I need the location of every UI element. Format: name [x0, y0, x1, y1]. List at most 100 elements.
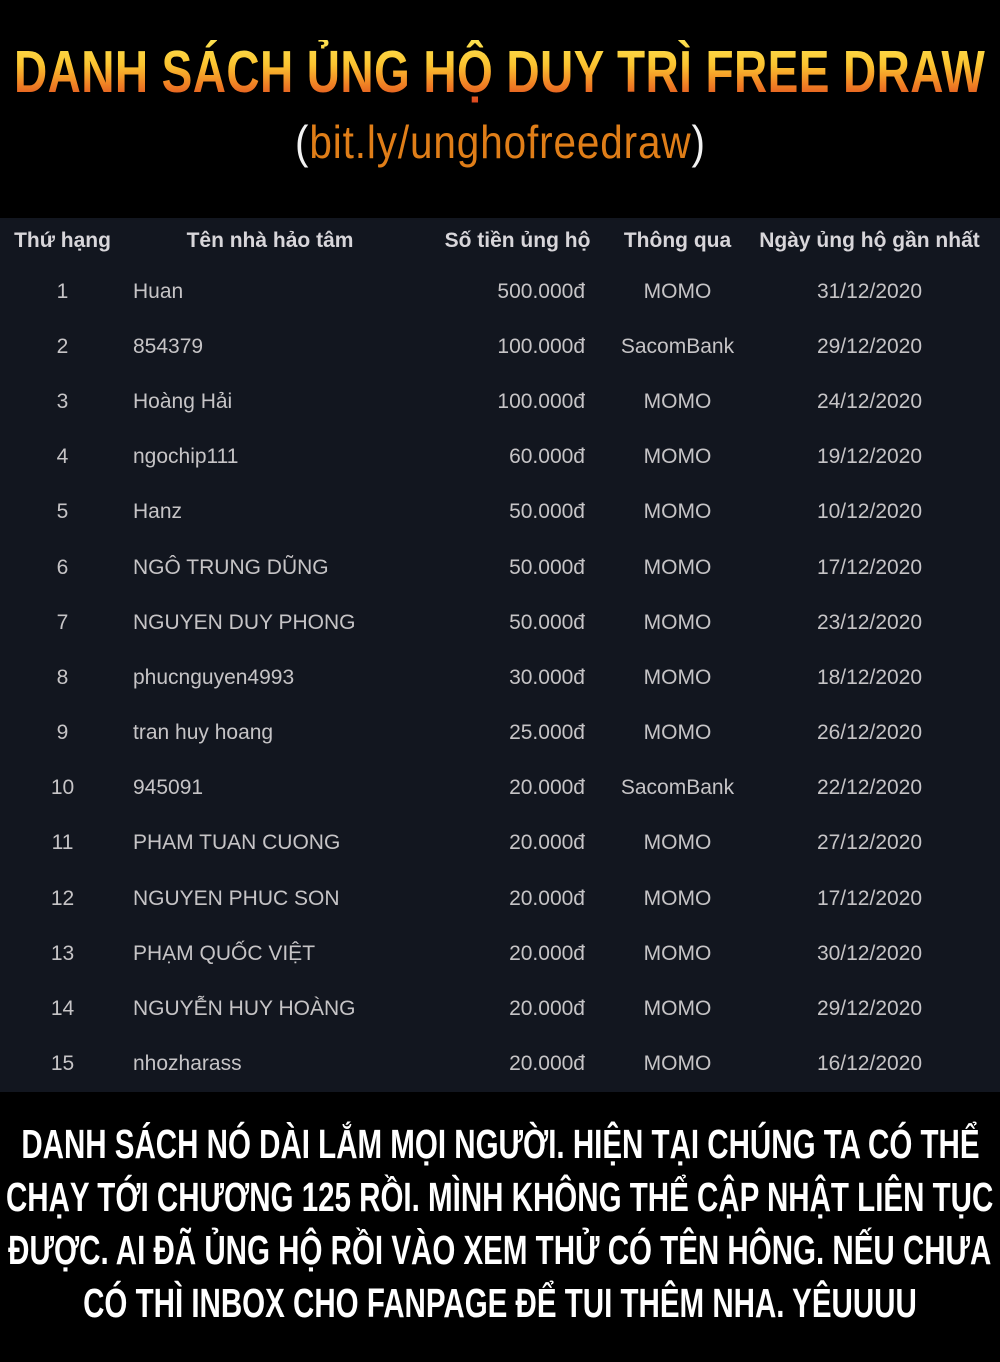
table-header-row: Thứ hạng Tên nhà hảo tâm Số tiền ủng hộ … — [0, 218, 1000, 264]
row-via: MOMO — [643, 1052, 712, 1076]
row-date: 24/12/2020 — [816, 389, 923, 413]
table-row: 2 854379 100.000đ SacomBank 29/12/2020 — [0, 319, 1000, 374]
row-via: MOMO — [643, 445, 712, 469]
row-date: 22/12/2020 — [816, 776, 923, 800]
row-date: 10/12/2020 — [816, 500, 923, 524]
row-via: MOMO — [643, 610, 712, 634]
page-title: DANH SÁCH ỦNG HỘ DUY TRÌ FREE DRAW — [14, 39, 986, 105]
shortlink-close-paren: ) — [691, 115, 706, 168]
row-amount: 20.000đ — [509, 776, 585, 800]
row-name: NGUYỄN HUY HOÀNG — [133, 997, 356, 1021]
row-rank: 4 — [56, 445, 69, 469]
row-amount: 20.000đ — [509, 1052, 585, 1076]
table-row: 3 Hoàng Hải 100.000đ MOMO 24/12/2020 — [0, 374, 1000, 429]
row-amount: 50.000đ — [509, 555, 585, 579]
row-date: 30/12/2020 — [816, 941, 923, 965]
table-row: 8 phucnguyen4993 30.000đ MOMO 18/12/2020 — [0, 650, 1000, 705]
row-name: NGUYEN PHUC SON — [133, 886, 340, 910]
row-amount: 20.000đ — [509, 831, 585, 855]
row-name: Huan — [133, 279, 184, 303]
row-via: MOMO — [643, 500, 712, 524]
row-via: MOMO — [643, 997, 712, 1021]
row-via: MOMO — [643, 279, 712, 303]
row-amount: 100.000đ — [497, 389, 585, 413]
row-rank: 1 — [56, 279, 69, 303]
row-rank: 5 — [56, 500, 69, 524]
row-name: NGÔ TRUNG DŨNG — [133, 555, 329, 579]
row-via: MOMO — [643, 665, 712, 689]
table-row: 13 PHẠM QUỐC VIỆT 20.000đ MOMO 30/12/2020 — [0, 926, 1000, 981]
row-amount: 25.000đ — [509, 721, 585, 745]
table-row: 12 NGUYEN PHUC SON 20.000đ MOMO 17/12/2020 — [0, 871, 1000, 926]
donor-table: Thứ hạng Tên nhà hảo tâm Số tiền ủng hộ … — [0, 218, 1000, 1092]
row-date: 27/12/2020 — [816, 831, 923, 855]
row-amount: 50.000đ — [509, 610, 585, 634]
table-row: 5 Hanz 50.000đ MOMO 10/12/2020 — [0, 485, 1000, 540]
banner: DANH SÁCH ỦNG HỘ DUY TRÌ FREE DRAW (bit.… — [0, 0, 1000, 218]
row-amount: 100.000đ — [497, 334, 585, 358]
col-header-via: Thông qua — [623, 229, 732, 252]
row-name: PHẠM QUỐC VIỆT — [133, 941, 316, 965]
row-name: phucnguyen4993 — [133, 665, 295, 689]
row-via: MOMO — [643, 886, 712, 910]
row-via: MOMO — [643, 555, 712, 579]
row-rank: 15 — [50, 1052, 75, 1076]
row-amount: 60.000đ — [509, 445, 585, 469]
row-rank: 11 — [51, 831, 74, 855]
shortlink-url: bit.ly/unghofreedraw — [308, 115, 692, 168]
footer-line: DANH SÁCH NÓ DÀI LẮM MỌI NGƯỜI. HIỆN TẠI… — [20, 1121, 980, 1167]
row-via: MOMO — [643, 721, 712, 745]
row-name: Hoàng Hải — [133, 389, 233, 413]
footer-line: ĐƯỢC. AI ĐÃ ỦNG HỘ RỒI VÀO XEM THỬ CÓ TÊ… — [8, 1227, 992, 1273]
row-rank: 6 — [56, 555, 69, 579]
row-via: SacomBank — [620, 334, 735, 358]
row-rank: 12 — [50, 886, 75, 910]
row-rank: 13 — [50, 941, 75, 965]
row-amount: 20.000đ — [509, 886, 585, 910]
row-name: PHAM TUAN CUONG — [133, 831, 341, 855]
table-body: 1 Huan 500.000đ MOMO 31/12/2020 2 854379 100.00… — [0, 264, 1000, 1092]
row-date: 18/12/2020 — [816, 665, 923, 689]
row-rank: 14 — [50, 997, 75, 1021]
shortlink: (bit.ly/unghofreedraw) — [295, 119, 706, 165]
row-date: 26/12/2020 — [816, 721, 923, 745]
row-date: 23/12/2020 — [816, 610, 923, 634]
table-row: 9 tran huy hoang 25.000đ MOMO 26/12/2020 — [0, 706, 1000, 761]
row-date: 29/12/2020 — [816, 334, 923, 358]
row-name: 854379 — [133, 334, 204, 358]
row-name: nhozharass — [133, 1052, 242, 1076]
row-date: 31/12/2020 — [816, 279, 923, 303]
row-rank: 8 — [56, 665, 69, 689]
row-rank: 9 — [56, 721, 69, 745]
footer-line: CHẠY TỚI CHƯƠNG 125 RỒI. MÌNH KHÔNG THỂ … — [6, 1174, 994, 1220]
row-via: MOMO — [643, 831, 712, 855]
row-name: NGUYEN DUY PHONG — [133, 610, 356, 634]
row-amount: 20.000đ — [509, 997, 585, 1021]
row-name: 945091 — [133, 776, 204, 800]
table-row: 6 NGÔ TRUNG DŨNG 50.000đ MOMO 17/12/2020 — [0, 540, 1000, 595]
row-date: 16/12/2020 — [816, 1052, 923, 1076]
row-date: 17/12/2020 — [816, 555, 923, 579]
row-rank: 10 — [50, 776, 75, 800]
footer-line: CÓ THÌ INBOX CHO FANPAGE ĐỂ TUI THÊM NHA… — [83, 1280, 917, 1326]
table-row: 4 ngochip111 60.000đ MOMO 19/12/2020 — [0, 430, 1000, 485]
row-date: 19/12/2020 — [816, 445, 923, 469]
row-name: Hanz — [133, 500, 183, 524]
row-name: tran huy hoang — [133, 721, 274, 745]
row-date: 17/12/2020 — [816, 886, 923, 910]
row-via: MOMO — [643, 941, 712, 965]
row-amount: 30.000đ — [509, 665, 585, 689]
col-header-last-date: Ngày ủng hộ gần nhất — [759, 229, 980, 252]
row-amount: 20.000đ — [509, 941, 585, 965]
row-amount: 500.000đ — [497, 279, 585, 303]
col-header-donor-name: Tên nhà hảo tâm — [186, 229, 354, 252]
row-name: ngochip111 — [133, 445, 239, 469]
row-amount: 50.000đ — [509, 500, 585, 524]
table-row: 14 NGUYỄN HUY HOÀNG 20.000đ MOMO 29/12/2020 — [0, 981, 1000, 1036]
footer-note: DANH SÁCH NÓ DÀI LẮM MỌI NGƯỜI. HIỆN TẠI… — [0, 1092, 1000, 1362]
table-row: 11 PHAM TUAN CUONG 20.000đ MOMO 27/12/2020 — [0, 816, 1000, 871]
table-row: 7 NGUYEN DUY PHONG 50.000đ MOMO 23/12/2020 — [0, 595, 1000, 650]
table-row: 1 Huan 500.000đ MOMO 31/12/2020 — [0, 264, 1000, 319]
row-rank: 3 — [56, 389, 69, 413]
